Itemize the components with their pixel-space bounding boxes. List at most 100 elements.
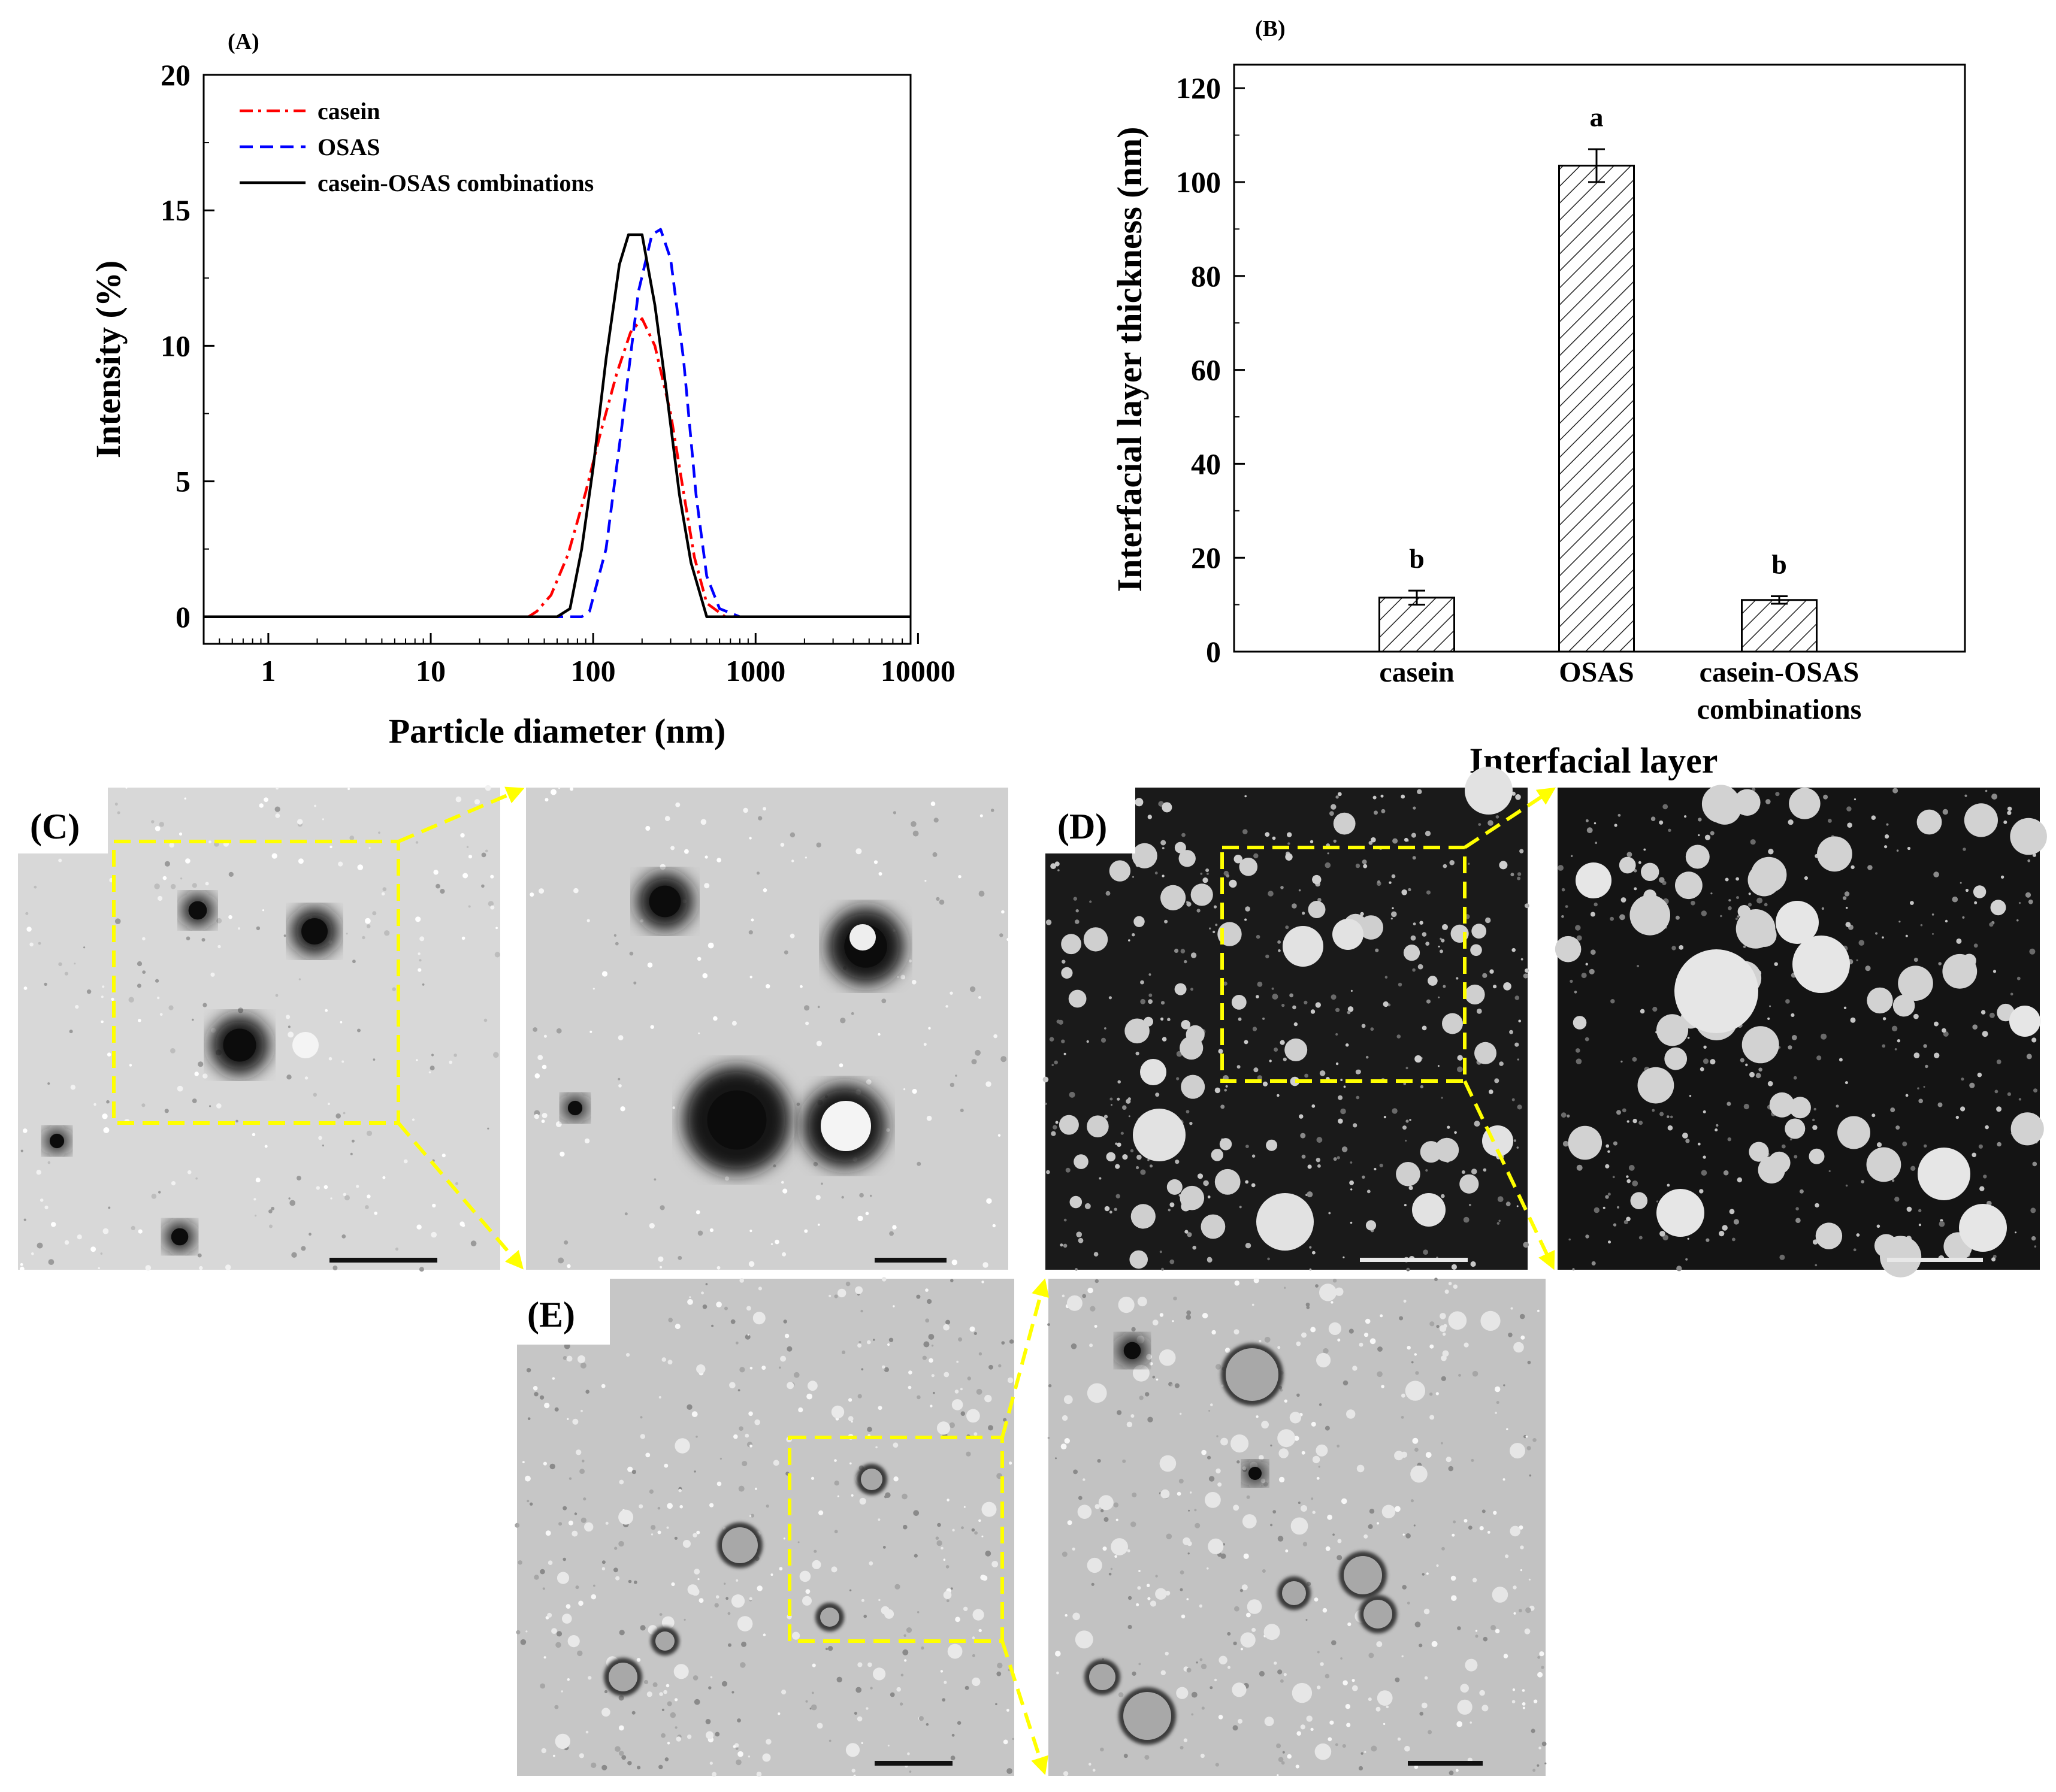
tem-speck xyxy=(1146,1354,1152,1360)
casein-droplet xyxy=(292,1032,319,1058)
tem-speck xyxy=(649,1223,655,1229)
combo-small-droplet xyxy=(1316,1444,1328,1457)
tem-speck xyxy=(1689,1095,1692,1097)
tem-speck xyxy=(563,1356,567,1360)
tem-speck xyxy=(1470,1721,1472,1724)
tem-speck xyxy=(44,982,47,986)
tem-speck xyxy=(1483,1636,1488,1642)
micrograph-c-zoom-box xyxy=(112,840,400,1125)
tem-speck xyxy=(1767,1080,1773,1086)
tem-speck xyxy=(1441,1355,1447,1361)
tem-speck xyxy=(1220,1104,1225,1109)
tem-speck xyxy=(2015,1231,2017,1234)
tem-speck xyxy=(1845,907,1848,909)
tem-speck xyxy=(555,1642,561,1648)
tem-speck xyxy=(38,942,41,945)
tem-speck xyxy=(493,1052,499,1058)
tem-speck xyxy=(534,1114,539,1119)
tem-speck xyxy=(238,1007,244,1013)
tem-speck xyxy=(697,956,702,961)
tem-speck xyxy=(1274,1048,1278,1052)
tem-speck xyxy=(1132,1493,1137,1497)
tem-speck xyxy=(1343,1256,1345,1258)
tem-speck xyxy=(675,802,681,807)
tem-speck xyxy=(1360,1752,1363,1755)
tem-speck xyxy=(986,1198,992,1204)
tem-speck xyxy=(988,1364,993,1370)
osas-droplet xyxy=(1124,1018,1150,1044)
tem-speck xyxy=(1429,1415,1435,1420)
tem-speck xyxy=(1131,1327,1136,1332)
tem-speck xyxy=(640,1416,643,1419)
tem-speck xyxy=(1446,1457,1452,1463)
tem-speck xyxy=(216,918,222,924)
tem-speck xyxy=(1298,889,1301,892)
tem-speck xyxy=(205,882,209,886)
tem-speck xyxy=(1117,1410,1122,1415)
combo-small-droplet xyxy=(731,1594,745,1608)
tem-speck xyxy=(1517,1058,1519,1061)
osas-droplet xyxy=(1414,1055,1422,1063)
tem-speck xyxy=(2010,992,2013,996)
tem-speck xyxy=(1606,1144,1610,1148)
micrograph-d-zoom-arrow-top xyxy=(1464,787,1556,849)
combo-droplet xyxy=(655,1631,675,1651)
tem-speck xyxy=(1296,1341,1301,1346)
tem-speck xyxy=(652,1682,658,1687)
tem-speck xyxy=(783,1319,787,1324)
tem-speck xyxy=(1218,1049,1223,1054)
tem-speck xyxy=(1429,1393,1433,1396)
tem-speck xyxy=(1117,1097,1120,1101)
tem-speck xyxy=(1884,845,1888,849)
tem-speck xyxy=(725,1597,728,1600)
tem-speck xyxy=(1099,1177,1102,1180)
tem-speck xyxy=(1122,1154,1128,1160)
tem-speck xyxy=(343,1112,346,1115)
tem-speck xyxy=(422,983,425,986)
tem-speck xyxy=(553,1754,555,1757)
tem-speck xyxy=(1379,1163,1383,1168)
tem-speck xyxy=(1517,1104,1522,1110)
combo-small-droplet xyxy=(557,1572,570,1584)
tem-speck xyxy=(1576,1164,1583,1171)
osas-droplet xyxy=(1087,1115,1109,1137)
tem-speck xyxy=(1847,822,1852,828)
tem-speck xyxy=(1332,1278,1337,1283)
tem-speck xyxy=(1152,1319,1159,1326)
tem-speck xyxy=(526,1368,531,1373)
tem-speck xyxy=(1481,1509,1486,1513)
tem-speck xyxy=(1520,958,1523,961)
tem-speck xyxy=(47,1082,50,1085)
tem-speck xyxy=(138,1019,141,1022)
tem-speck xyxy=(2018,901,2021,904)
tem-speck xyxy=(696,1436,698,1438)
tem-speck xyxy=(851,1421,853,1423)
osas-droplet xyxy=(1160,885,1186,910)
tem-speck xyxy=(1138,1663,1141,1666)
tem-speck xyxy=(834,1530,838,1534)
tem-speck xyxy=(1161,1267,1164,1271)
tem-speck xyxy=(309,1233,312,1236)
tem-speck xyxy=(453,1054,457,1057)
tem-speck xyxy=(1523,1434,1527,1439)
osas-droplet xyxy=(1181,1201,1191,1212)
tem-speck xyxy=(567,1418,569,1420)
tem-speck xyxy=(1923,1044,1927,1048)
tem-speck xyxy=(1854,798,1857,801)
tem-speck xyxy=(649,1489,654,1494)
osas-droplet xyxy=(1211,1149,1224,1161)
tem-speck xyxy=(869,1561,873,1566)
tem-speck xyxy=(626,1353,630,1357)
panel-a-label: (A) xyxy=(228,29,259,55)
tem-speck xyxy=(1342,1744,1346,1748)
tem-speck xyxy=(1423,1608,1430,1615)
tem-speck xyxy=(627,1761,632,1766)
tem-speck xyxy=(1126,1098,1131,1104)
tem-speck xyxy=(1186,1315,1192,1320)
tem-speck xyxy=(963,1506,966,1508)
tem-speck xyxy=(1156,1378,1159,1381)
tem-speck xyxy=(1605,1164,1610,1169)
tem-speck xyxy=(758,1287,762,1291)
tem-speck xyxy=(274,806,280,812)
tem-speck xyxy=(1001,910,1005,914)
